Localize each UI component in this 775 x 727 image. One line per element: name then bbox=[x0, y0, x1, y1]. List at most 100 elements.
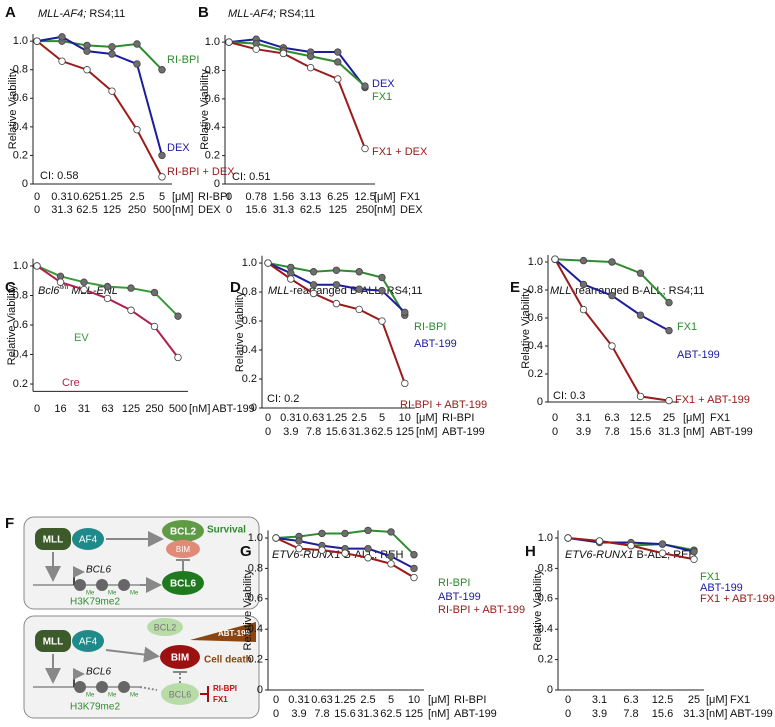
point bbox=[174, 353, 182, 362]
y-tick-label: 0.2 bbox=[13, 149, 28, 161]
point bbox=[133, 60, 141, 68]
point bbox=[332, 281, 341, 289]
y-tick-label: 0.2 bbox=[528, 368, 543, 380]
y-tick-label: 1.0 bbox=[205, 36, 220, 48]
x-unit: [μM] bbox=[683, 412, 705, 424]
x-drug: FX1 bbox=[710, 412, 730, 424]
point bbox=[361, 82, 369, 90]
series-line bbox=[554, 258, 670, 402]
x-tick-label: 62.5 bbox=[76, 204, 97, 216]
point bbox=[58, 57, 66, 65]
x-tick-label: 0 bbox=[265, 412, 271, 424]
x-tick-label: 125 bbox=[122, 403, 140, 415]
x-tick-label: 0 bbox=[273, 708, 279, 720]
x-tick-label: 0.63 bbox=[303, 412, 324, 424]
mark: Me bbox=[108, 591, 117, 597]
x-tick-label: 12.5 bbox=[630, 412, 651, 424]
bim-node bbox=[160, 645, 200, 669]
point bbox=[364, 526, 372, 535]
point bbox=[150, 322, 159, 331]
x-tick-label: 7.8 bbox=[314, 708, 329, 720]
point bbox=[334, 58, 342, 66]
point bbox=[332, 266, 341, 274]
point bbox=[150, 288, 159, 297]
point bbox=[272, 534, 280, 542]
point bbox=[378, 286, 386, 295]
point bbox=[80, 285, 88, 294]
panel-label: A bbox=[5, 4, 16, 21]
x-unit: [nM] bbox=[683, 426, 704, 438]
x-unit: [μM] bbox=[374, 191, 396, 203]
point bbox=[608, 342, 616, 350]
y-axis-label: Relative Viability bbox=[520, 288, 532, 369]
point bbox=[341, 529, 349, 538]
x-drug: ABT-199 bbox=[454, 708, 497, 720]
title-part: RS4;11 bbox=[276, 8, 315, 20]
y-tick-label: 1.0 bbox=[248, 532, 263, 544]
x-tick-label: 12.5 bbox=[354, 191, 375, 203]
x-tick-label: 31 bbox=[78, 403, 90, 415]
node-label: BCL6 bbox=[170, 579, 197, 590]
panel-label: H bbox=[525, 543, 536, 560]
point bbox=[364, 554, 372, 562]
point bbox=[410, 564, 418, 573]
x-drug: ABT-199 bbox=[212, 403, 255, 415]
point bbox=[665, 298, 673, 307]
x-tick-label: 15.6 bbox=[334, 708, 355, 720]
x-tick-label: 25 bbox=[663, 412, 675, 424]
x-tick-label: 2.5 bbox=[129, 191, 144, 203]
y-tick-label: 0 bbox=[547, 684, 553, 696]
point bbox=[158, 151, 166, 160]
point bbox=[665, 326, 673, 335]
bcl2-node bbox=[162, 520, 204, 542]
x-drug: RI-BPI bbox=[454, 694, 486, 706]
x-tick-label: 1.25 bbox=[326, 412, 347, 424]
point bbox=[387, 528, 395, 536]
x-unit: [μM] bbox=[706, 694, 728, 706]
point bbox=[564, 534, 572, 542]
point bbox=[279, 49, 288, 58]
point bbox=[551, 255, 559, 263]
title-part: RS4;11 bbox=[666, 285, 705, 297]
gene: BCL6 bbox=[86, 667, 111, 678]
y-tick-label: 0.2 bbox=[538, 654, 553, 666]
point bbox=[332, 299, 341, 308]
series-label: ABT-199 bbox=[414, 338, 457, 350]
point bbox=[401, 379, 409, 388]
x-tick-label: 3.9 bbox=[576, 426, 591, 438]
y-axis-label: Relative Viability bbox=[234, 291, 246, 372]
histone: H3K79me2 bbox=[70, 702, 120, 713]
y-axis-label: Relative Viability bbox=[532, 569, 544, 650]
y-tick-label: 0 bbox=[22, 178, 28, 190]
x-tick-label: 125 bbox=[396, 426, 414, 438]
mark: Me bbox=[130, 693, 139, 699]
x-tick-label: 0 bbox=[565, 694, 571, 706]
point bbox=[364, 544, 372, 553]
x-drug: FX1 bbox=[730, 694, 750, 706]
node-label: BIM bbox=[176, 545, 191, 554]
nucleosome bbox=[96, 681, 108, 693]
x-unit: [nM] bbox=[374, 204, 395, 216]
series-label: ABT-199 bbox=[700, 582, 743, 594]
y-tick-label: 1.0 bbox=[13, 260, 28, 272]
node-label: BIM bbox=[171, 653, 189, 664]
title-part: MLL bbox=[550, 285, 571, 297]
y-tick-label: 0.4 bbox=[205, 121, 220, 133]
point bbox=[636, 311, 645, 319]
y-tick-label: 0.8 bbox=[248, 562, 263, 574]
point bbox=[306, 52, 315, 60]
point bbox=[264, 259, 272, 267]
x-tick-label: 31.3 bbox=[658, 426, 679, 438]
point bbox=[579, 305, 588, 314]
point bbox=[690, 555, 698, 563]
inhibitor: RI-BPI bbox=[213, 684, 237, 693]
series-label: FX1 + ABT-199 bbox=[700, 593, 775, 605]
x-tick-label: 1.56 bbox=[273, 191, 294, 203]
annotation: CI: 0.58 bbox=[40, 170, 79, 182]
series-label: DEX bbox=[372, 78, 395, 90]
x-tick-label: 63 bbox=[101, 403, 113, 415]
x-drug: DEX bbox=[198, 204, 221, 216]
series-label: RI-BPI + ABT-199 bbox=[400, 399, 487, 411]
point bbox=[58, 33, 66, 41]
point bbox=[636, 269, 645, 277]
